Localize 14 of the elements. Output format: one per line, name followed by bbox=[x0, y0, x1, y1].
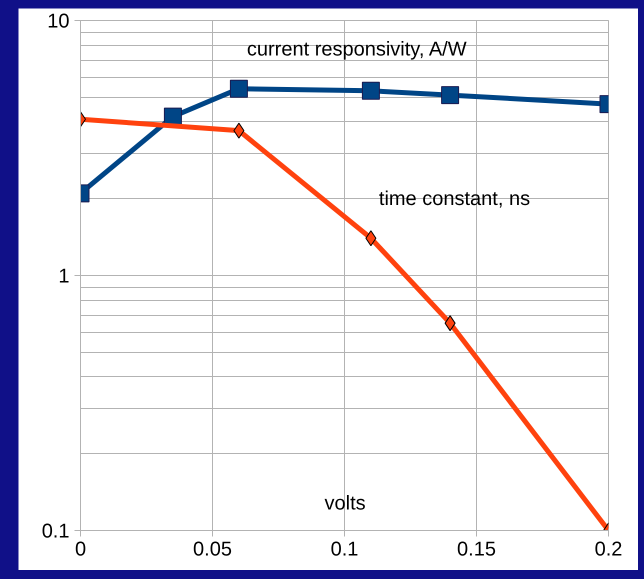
x-tick-label: 0.1 bbox=[330, 538, 358, 560]
series-label: time constant, ns bbox=[378, 188, 530, 210]
y-tick-label: 1 bbox=[58, 266, 70, 288]
point bbox=[362, 82, 380, 100]
series-label: current responsivity, A/W bbox=[246, 38, 467, 61]
y-tick-label: 10 bbox=[47, 10, 70, 32]
x-tick-label: 0 bbox=[74, 538, 86, 560]
x-tick-label: 0.2 bbox=[594, 538, 622, 560]
point bbox=[230, 80, 248, 98]
y-tick-label: 0.1 bbox=[42, 520, 70, 542]
point bbox=[441, 86, 460, 104]
x-tick-label: 0.15 bbox=[457, 538, 496, 560]
x-tick-label: 0.05 bbox=[193, 538, 232, 560]
x-axis-title: volts bbox=[324, 492, 366, 514]
